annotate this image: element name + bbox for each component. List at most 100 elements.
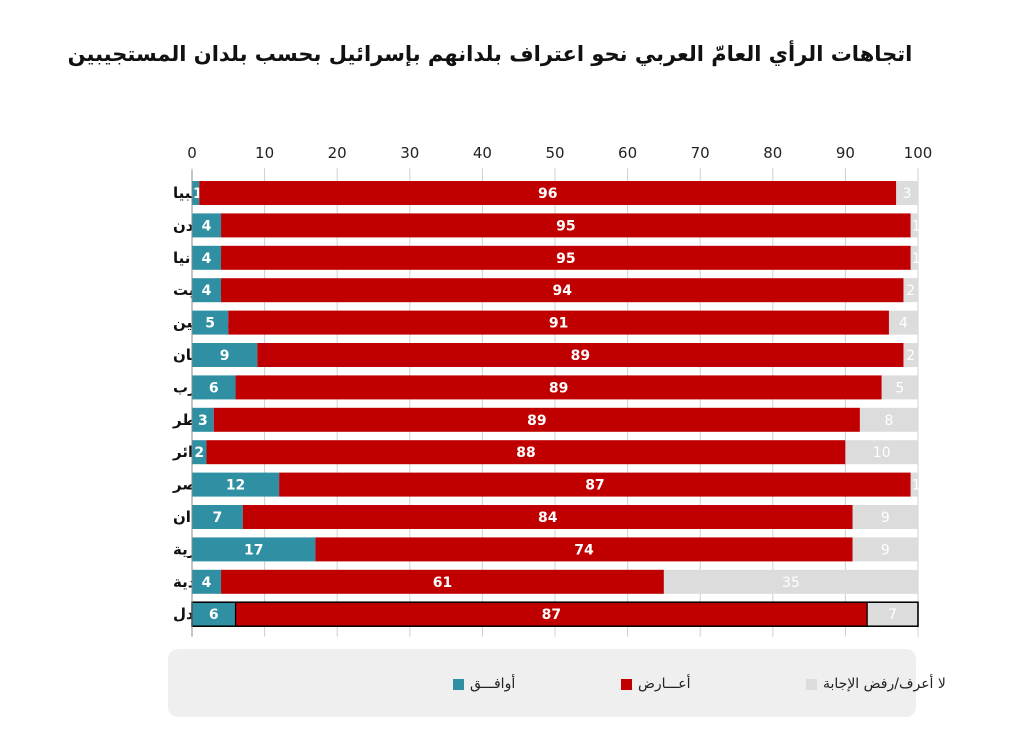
bar-segment-oppose xyxy=(228,310,889,335)
data-label: 89 xyxy=(549,380,568,396)
data-label: 89 xyxy=(527,413,546,429)
bar-segment-agree xyxy=(192,440,207,465)
x-tick-label: 60 xyxy=(618,144,637,162)
x-tick-label: 70 xyxy=(691,144,710,162)
x-tick-label: 90 xyxy=(836,144,855,162)
data-label: 1 xyxy=(912,478,921,494)
data-label: 84 xyxy=(538,510,558,526)
legend-label-oppose: أعـــارض xyxy=(638,676,691,692)
x-tick-label: 10 xyxy=(255,144,274,162)
bar-segment-dont-know xyxy=(845,440,918,465)
data-label: 96 xyxy=(538,186,557,202)
data-label: 91 xyxy=(549,316,568,332)
bar-segment-oppose xyxy=(221,278,904,303)
legend-item-oppose: أعـــارض xyxy=(621,676,691,692)
legend-item-dont-know: لا أعرف/رفض الإجابة xyxy=(806,676,946,692)
x-tick-label: 30 xyxy=(400,144,419,162)
bar-segment-dont-know xyxy=(910,213,918,238)
data-label: 5 xyxy=(895,380,904,396)
data-label: 3 xyxy=(198,413,208,429)
bar-segment-oppose xyxy=(213,407,860,432)
data-label: 61 xyxy=(433,575,452,591)
data-label: 7 xyxy=(213,510,223,526)
data-label: 3 xyxy=(903,186,912,202)
bar-segment-oppose xyxy=(221,245,911,270)
data-label: 4 xyxy=(202,575,212,591)
data-label: 2 xyxy=(906,283,915,299)
bar-segment-oppose xyxy=(257,343,904,367)
data-label: 95 xyxy=(556,218,575,234)
bar-segment-oppose xyxy=(242,505,853,529)
bar-segment-dont-know xyxy=(663,569,918,594)
bar-segment-oppose xyxy=(199,181,897,205)
bar-segment-dont-know xyxy=(888,310,918,335)
bar-segment-dont-know xyxy=(910,245,918,270)
bar-segment-agree xyxy=(192,245,222,270)
bar-segment-dont-know xyxy=(903,343,918,367)
bar-segment-dont-know xyxy=(910,472,918,497)
legend-label-dont-know: لا أعرف/رفض الإجابة xyxy=(823,676,946,692)
data-label: 17 xyxy=(244,542,263,558)
data-label: 2 xyxy=(906,348,915,364)
data-label: 89 xyxy=(571,348,590,364)
x-tick-label: 50 xyxy=(545,144,564,162)
legend-item-agree: أوافـــق xyxy=(453,676,515,692)
bar-segment-oppose xyxy=(235,375,882,400)
stacked-bar-chart: 0102030405060708090100ليبيا1963الأردن495… xyxy=(172,144,933,637)
data-label: 6 xyxy=(209,380,219,396)
bar-segment-dont-know xyxy=(896,181,918,205)
data-label: 4 xyxy=(899,316,908,332)
chart-title: اتجاهات الرأي العامّ العربي نحو اعتراف ب… xyxy=(67,42,913,66)
data-label: 4 xyxy=(202,251,212,267)
data-label: 9 xyxy=(881,542,890,558)
legend-swatch-oppose xyxy=(621,678,632,690)
data-label: 7 xyxy=(888,607,897,623)
bar-segment-agree xyxy=(192,505,243,529)
x-tick-label: 40 xyxy=(473,144,492,162)
data-label: 35 xyxy=(782,575,800,591)
data-label: 88 xyxy=(516,445,535,461)
data-label: 87 xyxy=(542,607,561,623)
data-label: 1 xyxy=(193,186,203,202)
bar-segment-agree xyxy=(192,569,222,594)
data-label: 9 xyxy=(881,510,890,526)
x-tick-label: 100 xyxy=(904,144,933,162)
legend-swatch-agree xyxy=(453,678,464,690)
data-label: 9 xyxy=(220,348,230,364)
bar-segment-oppose xyxy=(221,569,664,594)
bar-segment-dont-know xyxy=(859,407,918,432)
bar-segment-agree xyxy=(192,278,222,303)
legend: لا أعرف/رفض الإجابة أعـــارض أوافـــق xyxy=(168,649,946,717)
bar-segment-agree xyxy=(192,213,222,238)
bar-segment-agree xyxy=(192,537,316,562)
bar-segment-agree xyxy=(192,407,214,432)
bar-segment-dont-know xyxy=(881,375,918,400)
legend-label-agree: أوافـــق xyxy=(470,676,516,692)
bar-segment-dont-know xyxy=(852,537,918,562)
bar-segment-agree xyxy=(192,343,258,367)
bar-segment-oppose xyxy=(279,472,911,497)
legend-swatch-dont-know xyxy=(806,678,817,690)
bar-segment-agree xyxy=(192,310,229,335)
data-label: 4 xyxy=(202,218,212,234)
data-label: 95 xyxy=(556,251,575,267)
data-label: 5 xyxy=(205,316,215,332)
data-label: 6 xyxy=(209,607,219,623)
bar-segment-agree xyxy=(192,472,280,497)
data-label: 87 xyxy=(585,478,604,494)
bar-segment-oppose xyxy=(315,537,853,562)
data-label: 8 xyxy=(884,413,893,429)
data-label: 4 xyxy=(202,283,212,299)
data-label: 94 xyxy=(553,283,573,299)
bar-segment-oppose xyxy=(206,440,846,465)
data-label: 2 xyxy=(194,445,204,461)
data-label: 12 xyxy=(226,478,245,494)
bar-segment-dont-know xyxy=(852,505,918,529)
data-label: 1 xyxy=(912,251,921,267)
bar-segment-agree xyxy=(192,181,200,205)
data-label: 74 xyxy=(574,542,594,558)
x-tick-label: 0 xyxy=(187,144,197,162)
data-label: 10 xyxy=(873,445,891,461)
bar-segment-dont-know xyxy=(903,278,918,303)
x-tick-label: 20 xyxy=(328,144,347,162)
